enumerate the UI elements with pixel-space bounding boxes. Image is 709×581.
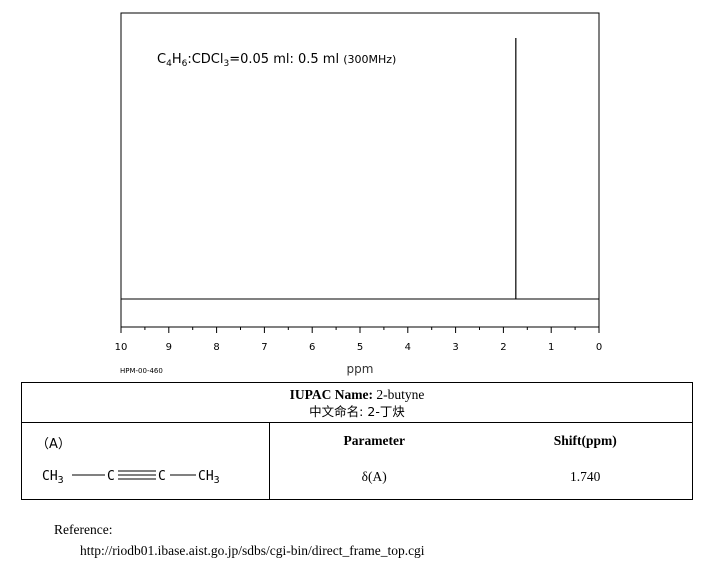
structure-diagram: （A） CH3 C C CH3 (36, 437, 220, 486)
annot-part-3: :CDCl (187, 52, 223, 67)
name-cell: IUPAC Name: 2-butyne 中文命名: 2-丁炔 (21, 382, 693, 423)
tick-label: 0 (596, 342, 602, 353)
header-shift: Shift(ppm) (553, 433, 617, 448)
chinese-label: 中文命名: (309, 404, 364, 419)
annot-part-5: (300MHz) (343, 53, 396, 66)
tick-label: 7 (261, 342, 267, 353)
reference-url: http://riodb01.ibase.aist.go.jp/sdbs/cgi… (80, 543, 425, 558)
reference-label: Reference: (54, 522, 113, 537)
chinese-value: 2-丁炔 (363, 404, 405, 419)
tick-label: 8 (213, 342, 219, 353)
annot-part-4: =0.05 ml: 0.5 ml (229, 52, 343, 67)
iupac-label: IUPAC Name: (289, 387, 373, 402)
annot-sub-1: 4 (166, 59, 172, 69)
annot-sub-2: 6 (182, 59, 188, 69)
structure-cell: （A） CH3 C C CH3 (21, 422, 270, 500)
sample-annotation: C4H6:CDCl3=0.05 ml: 0.5 ml (300MHz) (157, 52, 396, 69)
triple-bond (118, 470, 156, 480)
tick-label: 3 (452, 342, 458, 353)
tick-label: 2 (500, 342, 506, 353)
iupac-value: 2-butyne (372, 387, 425, 402)
parameter-cell: Parameter Shift(ppm) δ(A) 1.740 (269, 422, 693, 500)
ch3-right: CH3 (198, 469, 220, 486)
tick-label: 10 (115, 342, 128, 353)
carbon-2: C (158, 469, 166, 484)
tick-label: 4 (405, 342, 411, 353)
iupac-name-line: IUPAC Name: 2-butyne (22, 386, 692, 403)
shift-table: Parameter Shift(ppm) δ(A) 1.740 (270, 423, 692, 497)
shift-value: 1.740 (570, 469, 601, 484)
reference-block: Reference: http://riodb01.ibase.aist.go.… (54, 519, 425, 561)
carbon-1: C (107, 469, 115, 484)
table-row: δ(A) 1.740 (270, 450, 692, 497)
annot-part-2: H (172, 52, 182, 67)
nmr-spectrum-chart: 10 9 8 7 6 5 4 3 2 1 0 C4H6:CDCl3=0.05 ml: 0.5 ml … (115, 12, 602, 376)
annot-sub-3: 3 (223, 59, 229, 69)
spectrum-code: HPM-00-460 (120, 367, 163, 375)
tick-label: 5 (357, 342, 363, 353)
tick-label: 1 (548, 342, 554, 353)
ch3-left: CH3 (42, 469, 64, 486)
header-parameter: Parameter (343, 433, 405, 448)
tick-label: 9 (166, 342, 172, 353)
tick-label: 6 (309, 342, 315, 353)
structure-label: （A） (36, 437, 71, 452)
chinese-name-line: 中文命名: 2-丁炔 (22, 403, 692, 420)
compound-info-table: IUPAC Name: 2-butyne 中文命名: 2-丁炔 （A） CH3 … (21, 382, 693, 500)
annot-part-1: C (157, 52, 166, 67)
param-value: δ(A) (361, 469, 387, 484)
x-axis-ticks: 10 9 8 7 6 5 4 3 2 1 0 (115, 327, 602, 353)
x-axis-label: ppm (347, 362, 374, 376)
